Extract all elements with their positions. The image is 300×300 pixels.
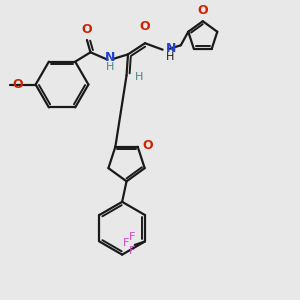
Text: F: F — [123, 238, 129, 248]
Text: H: H — [135, 72, 143, 82]
Text: O: O — [140, 20, 150, 33]
Text: O: O — [197, 4, 208, 17]
Text: H: H — [106, 62, 114, 72]
Text: O: O — [12, 78, 23, 91]
Text: N: N — [166, 42, 176, 55]
Text: O: O — [81, 23, 92, 37]
Text: H: H — [166, 52, 174, 62]
Text: F: F — [129, 232, 135, 242]
Text: F: F — [129, 246, 135, 256]
Text: O: O — [142, 139, 153, 152]
Text: N: N — [105, 51, 115, 64]
